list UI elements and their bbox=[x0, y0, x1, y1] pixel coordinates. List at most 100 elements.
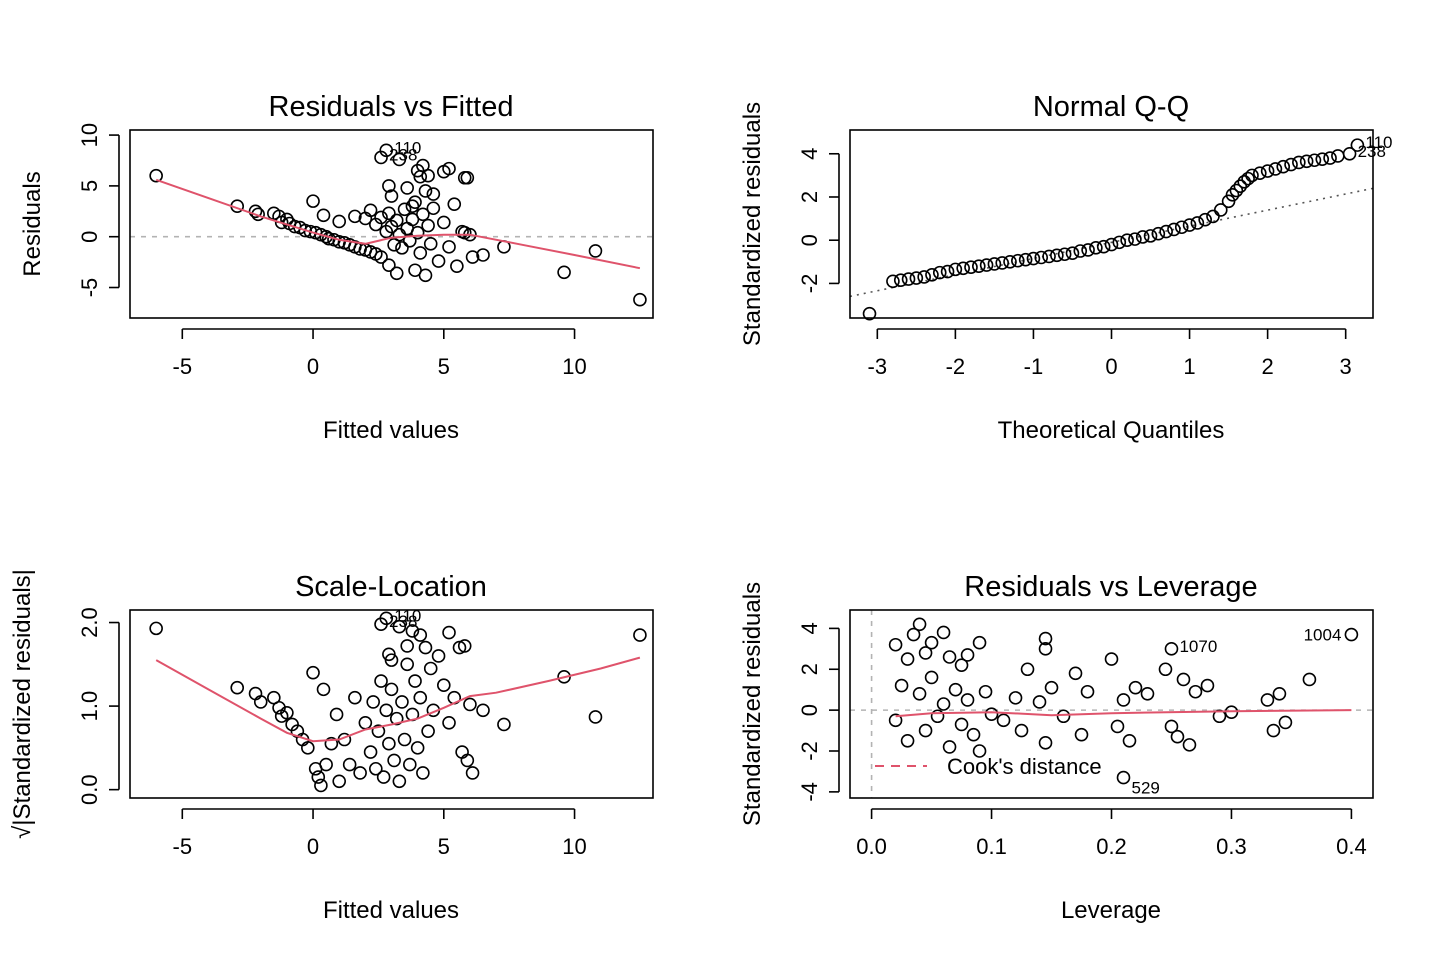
point-label: 238 bbox=[1358, 142, 1386, 161]
y-axis-label: Standardized residuals bbox=[739, 582, 766, 826]
data-point bbox=[1268, 162, 1283, 176]
plot-frame bbox=[849, 129, 1374, 319]
data-point bbox=[363, 203, 378, 218]
data-point bbox=[1266, 723, 1281, 738]
data-point bbox=[421, 168, 435, 183]
data-point bbox=[149, 168, 163, 183]
data-point bbox=[1164, 719, 1179, 734]
data-point bbox=[918, 723, 933, 738]
x-tick-label: 0.0 bbox=[856, 834, 887, 859]
y-tick-label: -2 bbox=[797, 274, 822, 294]
data-point bbox=[894, 678, 909, 693]
data-point bbox=[1221, 194, 1236, 209]
data-point bbox=[371, 724, 386, 738]
data-point bbox=[1003, 255, 1017, 269]
reference-line bbox=[849, 187, 1374, 298]
panel-scale-location: Scale-Location Fitted values √|Standardi… bbox=[9, 569, 654, 924]
panel-residuals-vs-fitted: Residuals vs Fitted Fitted values Residu… bbox=[19, 91, 654, 444]
data-point bbox=[1104, 237, 1119, 252]
data-point bbox=[1307, 153, 1322, 168]
data-point bbox=[956, 261, 970, 276]
data-point bbox=[1014, 723, 1029, 738]
data-point bbox=[413, 628, 428, 642]
data-point bbox=[1104, 652, 1119, 666]
data-point bbox=[930, 709, 945, 724]
data-point bbox=[1276, 159, 1291, 174]
data-point bbox=[1225, 188, 1240, 202]
data-point bbox=[1008, 691, 1023, 705]
data-point bbox=[392, 152, 407, 167]
x-tick-label: 0.4 bbox=[1336, 834, 1367, 859]
data-point bbox=[984, 707, 999, 722]
data-point bbox=[465, 766, 480, 780]
data-point bbox=[1135, 230, 1150, 244]
data-point bbox=[1350, 138, 1365, 152]
data-point bbox=[1213, 203, 1228, 217]
data-point bbox=[369, 761, 383, 776]
y-tick-label: 2 bbox=[797, 663, 822, 675]
x-tick-label: 5 bbox=[438, 354, 450, 379]
data-point bbox=[416, 766, 430, 780]
data-point bbox=[978, 684, 993, 699]
data-point bbox=[1206, 209, 1220, 224]
data-point bbox=[1026, 251, 1041, 266]
data-point bbox=[405, 624, 420, 638]
data-point bbox=[353, 766, 367, 780]
data-point bbox=[348, 690, 362, 705]
data-point bbox=[1229, 183, 1244, 198]
data-point bbox=[382, 206, 396, 221]
data-point bbox=[1245, 168, 1259, 183]
data-point bbox=[1170, 729, 1185, 744]
data-point bbox=[1056, 709, 1071, 724]
data-point bbox=[960, 648, 975, 662]
data-point bbox=[1120, 233, 1134, 248]
smooth-line bbox=[155, 178, 641, 270]
legend-label: Cook's distance bbox=[947, 754, 1102, 779]
data-point bbox=[1068, 666, 1083, 681]
data-point bbox=[403, 233, 417, 248]
data-point bbox=[298, 223, 313, 238]
x-tick-label: 3 bbox=[1340, 354, 1352, 379]
data-point bbox=[332, 214, 347, 229]
data-point bbox=[248, 204, 263, 219]
data-point bbox=[1116, 770, 1131, 785]
data-point bbox=[392, 774, 407, 789]
plot-area: 1070 1004 529 0.0 0.1 0.2 0.3 0.4 -4 -2 0 2 4 Cook's … bbox=[797, 609, 1374, 859]
data-point bbox=[301, 741, 315, 755]
data-point bbox=[1128, 232, 1142, 246]
data-point bbox=[971, 259, 986, 273]
data-point bbox=[942, 740, 957, 754]
data-point bbox=[588, 710, 603, 724]
data-point bbox=[1292, 155, 1306, 170]
x-tick-label: -2 bbox=[946, 354, 966, 379]
y-tick-label: 5 bbox=[77, 180, 102, 192]
data-point bbox=[418, 640, 433, 655]
data-point bbox=[996, 713, 1011, 728]
data-point bbox=[1151, 226, 1166, 241]
panel-residuals-vs-leverage: Residuals vs Leverage Leverage Standardi… bbox=[739, 571, 1374, 924]
plot-frame bbox=[129, 609, 654, 799]
data-point bbox=[995, 256, 1010, 270]
data-point bbox=[948, 262, 963, 277]
data-point bbox=[900, 733, 915, 748]
data-point bbox=[384, 189, 399, 203]
data-point bbox=[1299, 154, 1314, 169]
data-point bbox=[1253, 166, 1267, 181]
data-point bbox=[1272, 686, 1287, 701]
data-point bbox=[384, 682, 399, 697]
data-point bbox=[1116, 693, 1131, 707]
data-point bbox=[1018, 252, 1033, 267]
data-point bbox=[324, 736, 339, 751]
data-point bbox=[442, 161, 456, 176]
data-point bbox=[382, 258, 396, 272]
y-tick-label: -2 bbox=[797, 741, 822, 761]
data-point bbox=[862, 306, 877, 321]
y-tick-label: 10 bbox=[77, 123, 102, 147]
data-point bbox=[1260, 693, 1275, 707]
data-point bbox=[395, 695, 409, 709]
data-point bbox=[1260, 164, 1275, 178]
data-point bbox=[410, 741, 425, 755]
data-point bbox=[936, 697, 951, 711]
data-point bbox=[954, 717, 969, 732]
